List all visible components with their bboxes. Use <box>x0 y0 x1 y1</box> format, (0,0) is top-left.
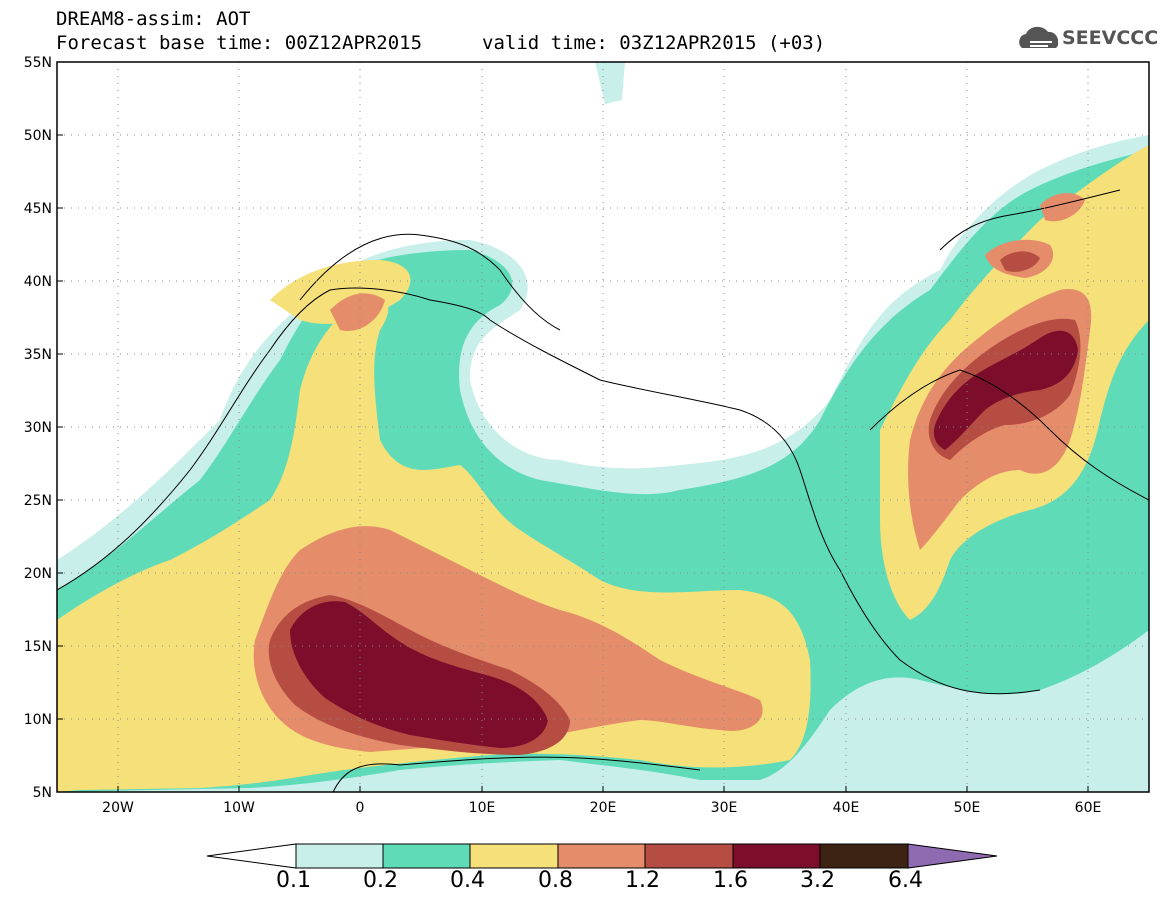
colorbar-swatch <box>644 843 734 869</box>
lat-label: 20N <box>24 566 52 582</box>
lon-label: 10E <box>469 800 496 816</box>
colorbar-under <box>206 843 297 869</box>
colorbar-swatch <box>469 843 559 869</box>
colorbar-label: 1.6 <box>713 868 748 893</box>
lat-label: 5N <box>33 785 52 801</box>
lon-label: 20E <box>590 800 617 816</box>
map-title: DREAM8-assim: AOT <box>56 8 251 30</box>
lon-label: 30E <box>711 800 738 816</box>
colorbar-swatch <box>732 843 821 869</box>
lon-label: 10W <box>223 800 255 816</box>
colorbar-label: 0.1 <box>276 868 311 893</box>
lat-label: 30N <box>24 420 52 436</box>
colorbar-swatch <box>295 843 384 869</box>
seevccc-logo: SEEVCCC <box>1062 27 1159 49</box>
colorbar-label: 0.8 <box>538 868 573 893</box>
lat-lon-grid <box>57 62 1149 792</box>
colorbar <box>206 843 998 869</box>
lat-label: 50N <box>24 128 52 144</box>
lat-label: 45N <box>24 201 52 217</box>
lat-label: 40N <box>24 274 52 290</box>
axis-ticks <box>57 61 1089 792</box>
lon-label: 60E <box>1075 800 1102 816</box>
cloud-icon <box>1019 26 1059 48</box>
colorbar-label: 1.2 <box>625 868 660 893</box>
lat-label: 15N <box>24 639 52 655</box>
forecast-base-time: Forecast base time: 00Z12APR2015 <box>56 32 423 54</box>
lat-label: 10N <box>24 712 52 728</box>
colorbar-label: 0.2 <box>363 868 398 893</box>
colorbar-swatch <box>557 843 646 869</box>
colorbar-swatch <box>382 843 471 869</box>
colorbar-swatch <box>819 843 909 869</box>
colorbar-label: 6.4 <box>888 868 923 893</box>
lat-label: 35N <box>24 347 52 363</box>
colorbar-over <box>907 843 998 869</box>
valid-time: valid time: 03Z12APR2015 (+03) <box>482 32 826 54</box>
colorbar-label: 0.4 <box>450 868 485 893</box>
lon-label: 20W <box>102 800 134 816</box>
latitude-labels: 55N 50N 45N 40N 35N 30N 25N 20N 15N 10N … <box>24 55 52 801</box>
lon-label: 40E <box>833 800 860 816</box>
lon-label: 0 <box>356 800 365 816</box>
longitude-labels: 20W 10W 0 10E 20E 30E 40E 50E 60E <box>102 800 1101 816</box>
lat-label: 55N <box>24 55 52 71</box>
coastlines <box>57 189 1149 792</box>
colorbar-label: 3.2 <box>800 868 835 893</box>
lon-label: 50E <box>954 800 981 816</box>
lat-label: 25N <box>24 493 52 509</box>
